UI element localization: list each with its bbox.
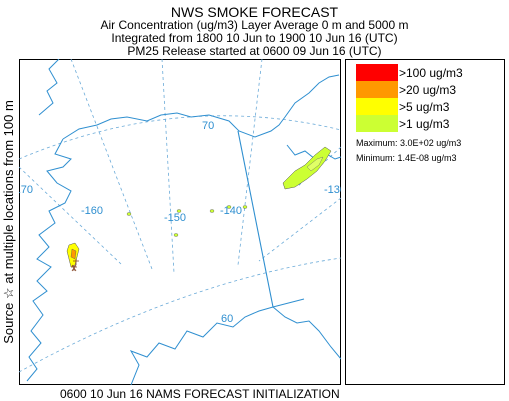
legend-label: >5 ug/m3 [399,99,450,114]
lat-label-60: 60 [221,313,233,325]
parallel-60 [19,257,341,373]
plume-east-inner [306,156,324,172]
legend-minimum: Minimum: 1.4E-08 ug/m3 [356,153,457,163]
release-info: PM25 Release started at 0600 09 Jun 16 (… [127,44,382,58]
plume-west-inner [70,248,77,260]
lon-label-160: -160 [81,205,103,217]
legend-label: >100 ug/m3 [399,65,463,80]
legend-swatch [356,81,398,98]
legend-maximum: Maximum: 3.0E+02 ug/m3 [356,138,462,148]
plume-speck-2 [176,209,182,213]
forecast-map: -170 -160 -150 -140 -130 70 60 [19,59,341,385]
lon-label-150: -150 [164,212,186,224]
lon-label-170: -170 [19,184,33,196]
source-label-text: Source ☆ at multiple locations from 100 … [1,100,16,344]
coast-west-alaska [26,138,72,382]
coast-panhandle [272,306,341,360]
forecast-footer: 0600 10 Jun 16 NAMS FORECAST INITIALIZAT… [60,387,340,401]
map-title: NWS SMOKE FORECAST [170,4,339,20]
legend-panel: >100 ug/m3 >20 ug/m3 >5 ug/m3 >1 ug/m3 M… [345,59,505,385]
coast-far-east [38,59,60,116]
legend-item: >5 ug/m3 [356,98,449,115]
legend-item: >100 ug/m3 [356,64,463,81]
legend-swatch [356,98,398,115]
lon-label-140: -140 [220,205,242,217]
plume-speck-5 [242,205,248,209]
plume-speck-6 [173,233,179,237]
legend-swatch [356,115,398,132]
legend-label: >20 ug/m3 [399,82,457,97]
integration-period: Integrated from 1800 10 Jun to 1900 10 J… [111,31,398,45]
plume-east-outer [282,146,332,190]
smoke-plumes [66,146,332,268]
meridian-130-south [258,197,341,262]
plume-speck-4 [226,205,232,209]
legend-item: >20 ug/m3 [356,81,456,98]
meridian-160 [70,59,153,270]
lat-label-70: 70 [202,120,214,132]
meridian-140 [237,59,263,266]
legend-swatch [356,64,398,81]
coast-north-alaska [62,74,340,140]
plume-speck-3 [209,209,215,213]
lon-label-130: -130 [324,184,341,196]
coast-south-alaska [129,306,274,385]
source-side-label: Source ☆ at multiple locations from 100 … [0,59,18,385]
legend-item: >1 ug/m3 [356,115,449,132]
source-markers [71,259,79,272]
plume-speck-1 [126,212,132,216]
legend-label: >1 ug/m3 [399,116,450,131]
concentration-subtitle: Air Concentration (ug/m3) Layer Average … [100,18,409,32]
